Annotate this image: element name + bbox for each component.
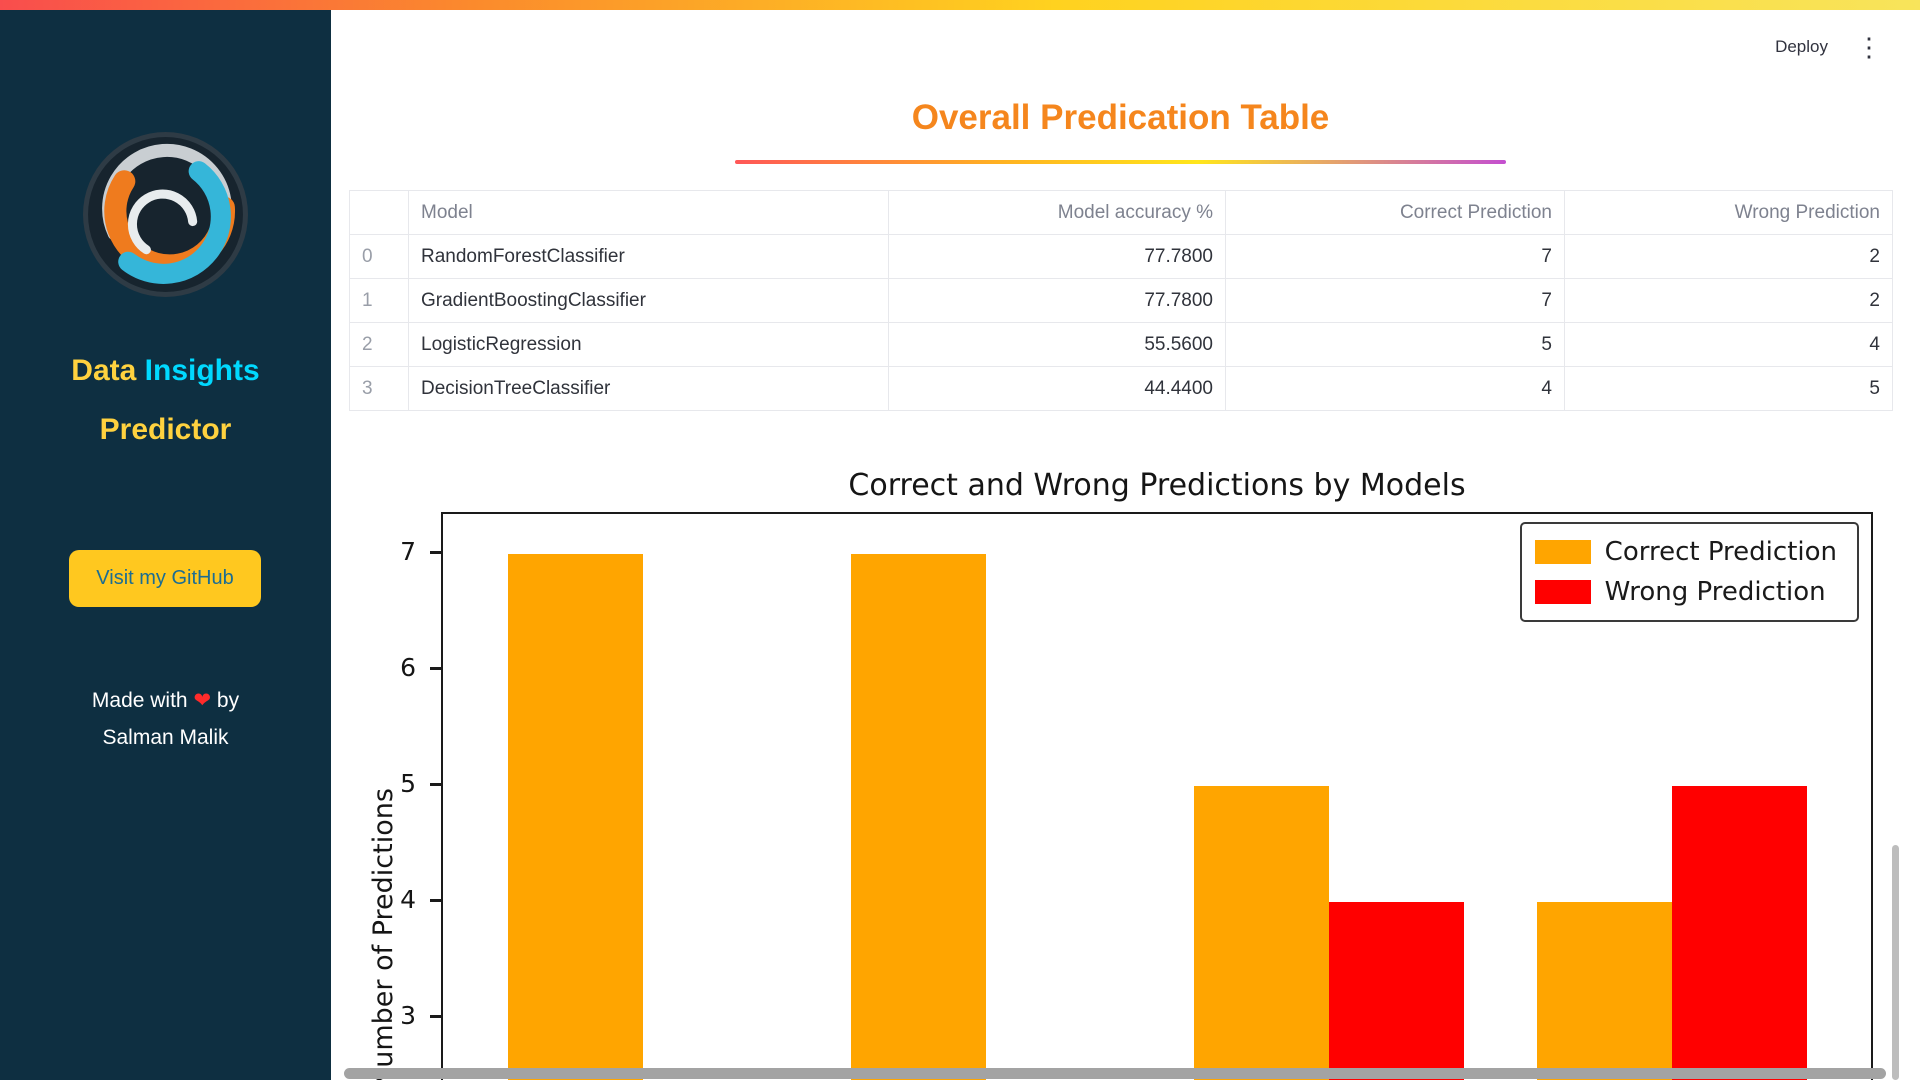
author-name: Salman Malik: [102, 726, 229, 749]
overflow-menu-icon[interactable]: ⋮: [1856, 32, 1882, 62]
column-header-accuracy[interactable]: Model accuracy %: [888, 190, 1226, 235]
legend-label-wrong: Wrong Prediction: [1604, 577, 1826, 607]
ytick-label-5: 5: [400, 769, 416, 798]
header-actions: Deploy ⋮: [1775, 34, 1882, 60]
ytick-mark: [430, 667, 441, 670]
ytick-mark: [430, 551, 441, 554]
ytick-label-7: 7: [400, 537, 416, 566]
cell-accuracy: 44.4400: [888, 366, 1226, 411]
table-row: 3 DecisionTreeClassifier 44.4400 4 5: [349, 366, 1893, 411]
title-underline: [735, 160, 1506, 164]
cell-correct: 5: [1225, 322, 1565, 367]
bar-wrong-2: [1329, 902, 1464, 1080]
cell-model: GradientBoostingClassifier: [408, 278, 889, 323]
table-header-row: Model Model accuracy % Correct Predictio…: [349, 190, 1893, 235]
chart-title: Correct and Wrong Predictions by Models: [848, 468, 1466, 503]
cell-correct: 4: [1225, 366, 1565, 411]
bar-wrong-3: [1672, 786, 1807, 1080]
bar-correct-3: [1537, 902, 1672, 1080]
cell-wrong: 5: [1564, 366, 1893, 411]
github-button[interactable]: Visit my GitHub: [69, 550, 261, 607]
ytick-mark: [430, 783, 441, 786]
made-with-text: Made with: [91, 689, 188, 712]
vertical-scrollbar[interactable]: [1892, 845, 1899, 1080]
cell-index: 2: [349, 322, 409, 367]
cell-correct: 7: [1225, 234, 1565, 279]
app-logo: [80, 129, 251, 300]
ytick-mark: [430, 899, 441, 902]
cell-model: LogisticRegression: [408, 322, 889, 367]
brand-title-line1: Data Insights: [0, 354, 331, 388]
made-with-line: Made with ❤ by: [0, 688, 331, 713]
column-header-wrong[interactable]: Wrong Prediction: [1564, 190, 1893, 235]
cell-index: 3: [349, 366, 409, 411]
brand-word-insights: Insights: [144, 354, 260, 387]
column-header-correct[interactable]: Correct Prediction: [1225, 190, 1565, 235]
predictions-table: Model Model accuracy % Correct Predictio…: [349, 190, 1893, 411]
bar-correct-0: [508, 554, 643, 1080]
logo-image: [83, 132, 248, 297]
cell-correct: 7: [1225, 278, 1565, 323]
legend-swatch-wrong: [1534, 580, 1591, 604]
heart-icon: ❤: [193, 689, 212, 712]
ytick-mark: [430, 1015, 441, 1018]
cell-model: DecisionTreeClassifier: [408, 366, 889, 411]
brand-title-line2: Predictor: [99, 413, 232, 446]
cell-model: RandomForestClassifier: [408, 234, 889, 279]
table-row: 2 LogisticRegression 55.5600 5 4: [349, 322, 1893, 367]
chart-plot-area: Correct Prediction Wrong Prediction: [441, 512, 1873, 1080]
by-text: by: [216, 689, 240, 712]
page-title: Overall Predication Table: [911, 98, 1330, 137]
bar-correct-1: [851, 554, 986, 1080]
chart-legend: Correct Prediction Wrong Prediction: [1519, 522, 1859, 622]
cell-accuracy: 77.7800: [888, 278, 1226, 323]
cell-accuracy: 55.5600: [888, 322, 1226, 367]
deploy-button[interactable]: Deploy: [1775, 37, 1828, 56]
ytick-label-4: 4: [400, 885, 416, 914]
sidebar: Data Insights Predictor Visit my GitHub …: [0, 0, 331, 1080]
bar-correct-2: [1194, 786, 1329, 1080]
legend-label-correct: Correct Prediction: [1604, 537, 1837, 567]
ytick-label-6: 6: [400, 653, 416, 682]
cell-wrong: 2: [1564, 278, 1893, 323]
horizontal-scrollbar[interactable]: [344, 1068, 1886, 1079]
brand-word-data: Data: [71, 354, 137, 387]
ytick-label-3: 3: [400, 1001, 416, 1030]
legend-item-correct: Correct Prediction: [1534, 537, 1837, 567]
legend-swatch-correct: [1534, 540, 1591, 564]
legend-item-wrong: Wrong Prediction: [1534, 577, 1837, 607]
decoration-stripe: [0, 0, 1920, 10]
table-row: 1 GradientBoostingClassifier 77.7800 7 2: [349, 278, 1893, 323]
